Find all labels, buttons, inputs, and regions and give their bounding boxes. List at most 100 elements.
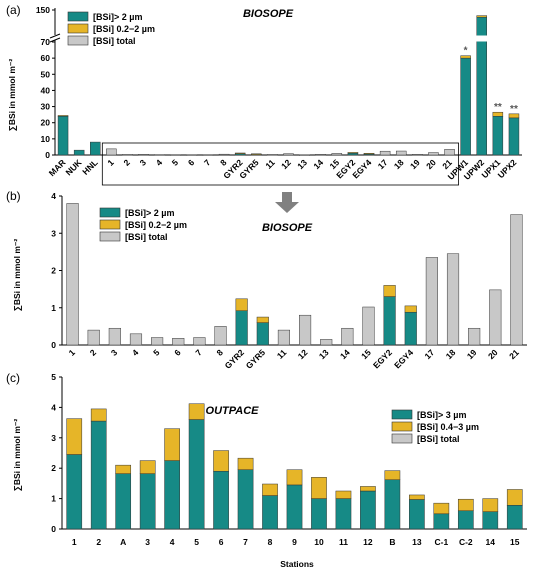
panel-a-y-tick-label: 10 (41, 134, 51, 144)
panel-a-x-tick-label: 6 (186, 157, 197, 168)
panel-c-bar (506, 489, 523, 506)
panel-c-bar (335, 498, 352, 530)
panel-a-y-axis-title: ∑BSi in mmol m⁻² (7, 59, 17, 132)
panel-c-x-tick-label: 7 (243, 537, 248, 547)
panel-b-y-tick-label: 3 (51, 228, 56, 238)
panel-a-bar (57, 116, 69, 156)
panel-c-bar (90, 408, 107, 422)
panel-c-y-tick-label: 4 (51, 402, 56, 412)
panel-c-legend-swatch-2 (391, 433, 413, 444)
panel-c-bar (311, 477, 327, 499)
panel-b-x-tick-label: 1 (67, 347, 78, 358)
panel-a-x-tick-label: EGY4 (350, 157, 373, 180)
panel-a-bar (476, 15, 487, 18)
panel-c-bar (115, 473, 132, 530)
panel-c-title: OUTPACE (206, 405, 260, 417)
panel-a-bar (395, 150, 407, 156)
panel-c-bar (237, 469, 254, 530)
panel-a-bar (428, 152, 439, 156)
panel-b-x-tick-label: EGY2 (371, 347, 394, 370)
panel-b-bar (383, 296, 396, 346)
panel-c-bar (360, 490, 376, 530)
panel-c-x-tick-label: 14 (486, 537, 496, 547)
panel-c-x-tick-label: 6 (219, 537, 224, 547)
panel-c-bar (457, 510, 474, 530)
panel-b-x-tick-label: 14 (338, 347, 352, 361)
panel-a-bar (299, 154, 310, 156)
panel-b-y-axis-title: ∑BSi in mmol m⁻² (12, 239, 22, 312)
panel-a-legend-swatch-1 (67, 23, 89, 34)
panel-c-x-tick-label: 13 (412, 537, 422, 547)
panel-a-x-tick-label: 7 (202, 157, 213, 168)
panel-c-legend-swatch-0 (391, 409, 413, 420)
panel-a-bar (363, 153, 375, 155)
panel-b-bar (341, 327, 354, 346)
panel-a-bar (331, 153, 343, 156)
panel-a-bar (508, 117, 520, 156)
panel-b-bar (235, 310, 248, 346)
panel-a-legend-swatch-0 (67, 11, 89, 22)
panel-c-bar (433, 513, 450, 530)
panel-a-x-tick-label: 4 (154, 157, 165, 168)
panel-c-legend-label-2: [BSi] total (417, 434, 460, 444)
panel-b-y-tick-label: 4 (51, 191, 56, 201)
panel-b-y-tick-label: 2 (51, 266, 56, 276)
panel-a-x-tick-label: NUK (63, 157, 84, 178)
panel-c-bar (409, 494, 425, 500)
panel-a-x-tick-label: HNL (80, 157, 99, 176)
panel-a-x-tick-label: 12 (279, 157, 293, 171)
panel-c-bar (311, 498, 327, 530)
panel-a-bar-break (475, 35, 488, 42)
panel-a-bar (202, 154, 214, 156)
panel-a-bar (57, 115, 69, 117)
panel-a-title: BIOSOPE (243, 8, 294, 20)
panel-a-bar (492, 111, 504, 117)
panel-a-bar (106, 148, 117, 156)
panel-a-bar (492, 116, 504, 156)
panel-c-y-tick-label: 1 (51, 494, 56, 504)
down-arrow-icon (275, 192, 299, 213)
panel-c-bar (262, 495, 278, 530)
panel-b-bar (404, 311, 417, 346)
panel-c-x-axis-title: Stations (280, 559, 314, 569)
panel-c-bar (433, 502, 450, 515)
panel-b-x-tick-label: GYR5 (244, 347, 268, 371)
panel-a-x-tick-label: 14 (311, 157, 325, 171)
panel-a-x-tick-label: 5 (170, 157, 181, 168)
panel-b-legend-label-2: [BSi] total (125, 232, 168, 242)
panel-b-x-tick-label: 19 (465, 347, 479, 361)
panel-c-bar (360, 486, 376, 492)
panel-a-y-tick-label: 0 (45, 150, 50, 160)
panel-c-bar (90, 420, 107, 530)
panel-a-x-tick-label: 8 (218, 157, 229, 168)
panel-a-bar (122, 154, 133, 156)
panel-c-bar (66, 454, 83, 530)
panel-a-bar (170, 154, 182, 156)
panel-c-x-tick-label: 3 (145, 537, 150, 547)
panel-a-y-tick-label: 40 (41, 85, 51, 95)
panel-b-bar (277, 329, 290, 346)
panel-c-y-tick-label: 5 (51, 372, 56, 382)
panel-a-bar (460, 57, 471, 156)
panel-b-bar (129, 333, 143, 346)
panel-a-bar (234, 152, 246, 155)
panel-b-x-tick-label: 12 (296, 347, 310, 361)
panel-c-bar (457, 498, 474, 512)
panel-b-x-tick-label: 8 (215, 347, 226, 358)
panel-a-bar (267, 154, 278, 156)
panel-a-bar (412, 154, 423, 156)
panel-a-x-tick-label: 18 (392, 157, 406, 171)
panel-b-legend-label-1: [BSi] 0.2−2 µm (125, 220, 187, 230)
panel-a-x-tick-label: 19 (408, 157, 422, 171)
panel-c-x-tick-label: A (120, 537, 126, 547)
panel-a-annotation: ** (510, 104, 518, 115)
panel-c-label: (c) (6, 371, 20, 385)
panel-a-y-tick-label: 30 (41, 102, 51, 112)
panel-c-x-tick-label: C-2 (459, 537, 473, 547)
panel-b-bar (87, 329, 100, 346)
panel-a-x-tick-label: 17 (376, 157, 390, 171)
panel-b-legend-label-0: [BSi]> 2 µm (125, 208, 174, 218)
panel-b-x-tick-label: GYR2 (223, 347, 247, 371)
panel-c-bar (115, 464, 132, 474)
